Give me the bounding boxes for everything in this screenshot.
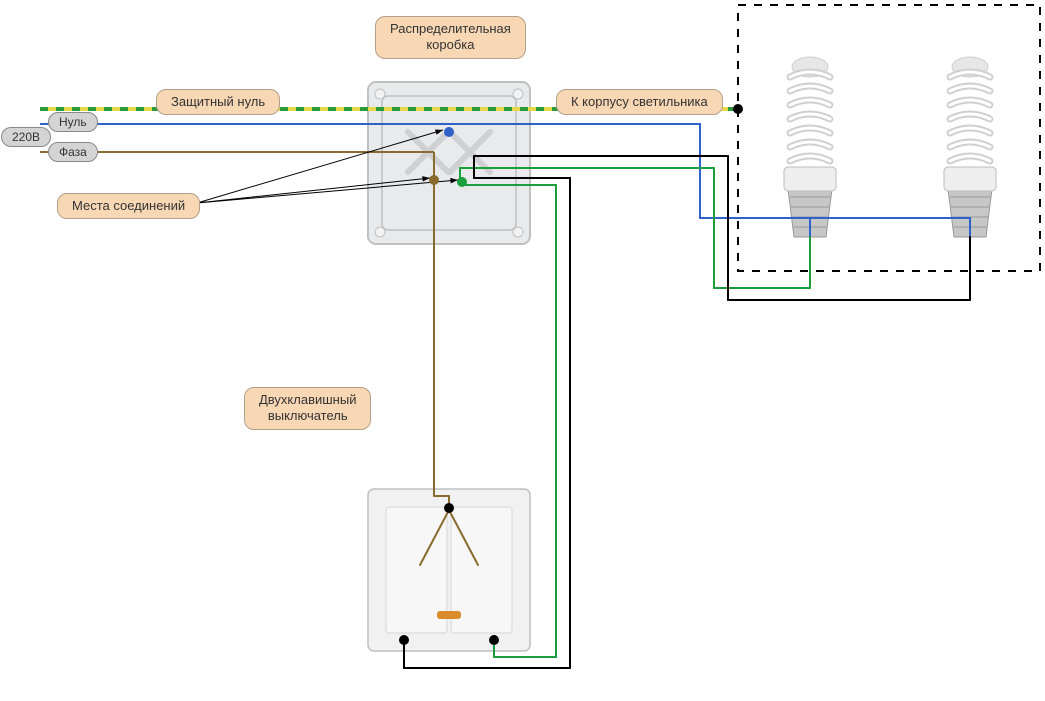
label-voltage: 220В [1, 127, 51, 147]
label-junction-box: Распределительная коробка [375, 16, 526, 59]
label-connections: Места соединений [57, 193, 200, 219]
label-pe: Защитный нуль [156, 89, 280, 115]
label-switch: Двухклавишный выключатель [244, 387, 371, 430]
label-to-fixture: К корпусу светильника [556, 89, 723, 115]
label-phase: Фаза [48, 142, 98, 162]
label-neutral: Нуль [48, 112, 98, 132]
